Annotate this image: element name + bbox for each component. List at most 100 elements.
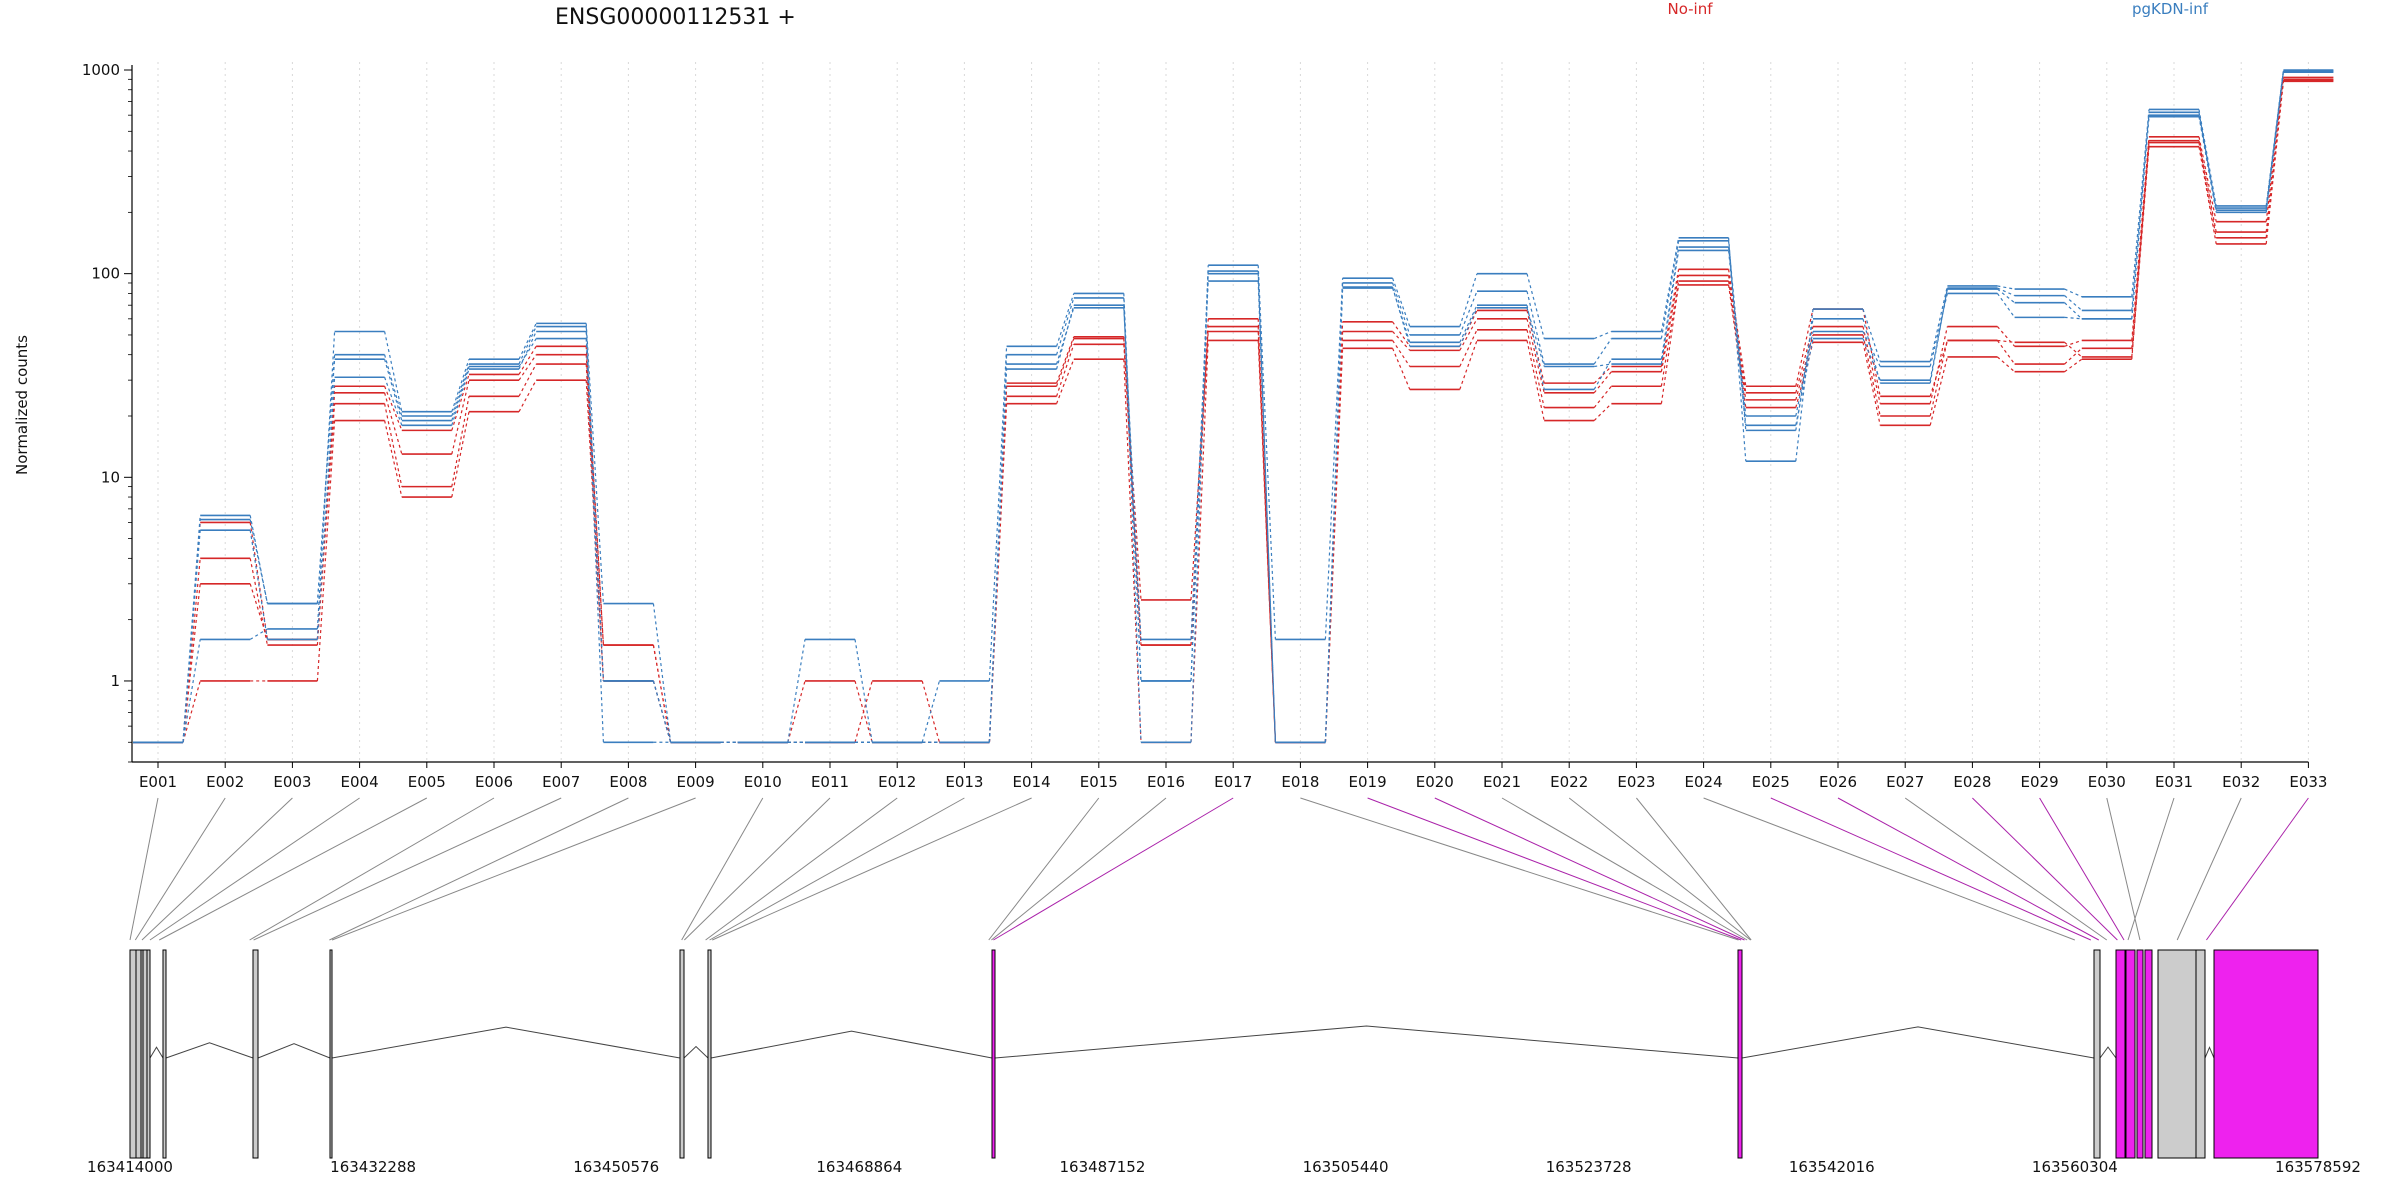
axes-layer: E001 E002 E003 E004 E005 E006 E007 E008 E009 E010… — [82, 61, 2328, 791]
series-connector — [921, 680, 940, 743]
series-connector — [585, 346, 604, 646]
series-connector — [1660, 284, 1680, 404]
x-tick-label-e007: E007 — [542, 773, 580, 791]
series-connector — [451, 380, 470, 455]
series-connector — [1459, 329, 1478, 367]
series-connector — [1929, 340, 1948, 417]
exon-block-3 — [146, 949, 151, 1159]
series-connector — [1795, 334, 1814, 401]
series-connector — [988, 383, 1008, 743]
series-connector — [2131, 109, 2150, 297]
series-connector — [1056, 305, 1075, 370]
gene-model: 163414000 163432288 163450576 163468864 1634… — [87, 949, 2361, 1176]
x-tick-label-e024: E024 — [1685, 773, 1723, 791]
series-connector — [2131, 136, 2150, 341]
series-connector — [1660, 247, 1680, 360]
y-tick-label-2: 100 — [91, 265, 120, 283]
series-connector — [1996, 293, 2016, 318]
series-connector — [1997, 356, 2015, 373]
series-connector — [249, 583, 268, 640]
exon-block-9 — [991, 949, 996, 1159]
series-connector — [1593, 366, 1612, 384]
exon-connector-e017 — [993, 797, 1234, 941]
x-tick-label-e001: E001 — [139, 773, 177, 791]
exon-connector-e027 — [1904, 797, 2108, 941]
series-connector — [384, 359, 403, 421]
series-connector — [1660, 240, 1680, 339]
series-connector — [1660, 237, 1680, 332]
series-connector — [1459, 307, 1478, 347]
exon-connector-e030 — [2106, 797, 2141, 941]
x-tick-label-e010: E010 — [744, 773, 782, 791]
series-connector — [1190, 273, 1209, 681]
y-tick-label-0: 1 — [110, 672, 120, 690]
series-connector — [1056, 297, 1075, 355]
series-connector — [1593, 403, 1612, 421]
exon-block-17 — [2195, 949, 2206, 1159]
series-connector — [2265, 77, 2284, 222]
series-connector — [585, 323, 604, 604]
exon-connector-e016 — [991, 797, 1167, 941]
intron-4 — [683, 1045, 709, 1059]
series-connector — [1392, 287, 1411, 343]
series-connector — [182, 558, 201, 743]
series-connector — [249, 515, 268, 604]
x-tick-label-e006: E006 — [475, 773, 513, 791]
series-connector — [1526, 318, 1545, 393]
series-connector — [1257, 265, 1276, 640]
series-connector — [2198, 112, 2217, 211]
genomic-coordinate-label-7: 163542016 — [1789, 1158, 1875, 1176]
genomic-coordinate-label-2: 163450576 — [573, 1158, 659, 1176]
series-connector — [384, 392, 403, 455]
series-connector — [518, 331, 537, 370]
series-connector — [1660, 280, 1680, 387]
series-connector — [1257, 318, 1276, 743]
series-connector — [988, 369, 1008, 743]
exon-connector-e002 — [134, 797, 226, 941]
exon-connector-e019 — [1367, 797, 1742, 941]
x-tick-label-e030: E030 — [2088, 773, 2126, 791]
exon-block-6 — [329, 949, 333, 1159]
exon-block-8 — [707, 949, 712, 1159]
series-connector — [1996, 340, 2016, 365]
x-tick-label-e014: E014 — [1013, 773, 1051, 791]
exon-block-13 — [2125, 949, 2136, 1159]
exon-connector-e029 — [2039, 797, 2125, 941]
exon-block-14 — [2136, 949, 2144, 1159]
series-connector — [2064, 339, 2082, 347]
series-pgkdn-inf-7 — [133, 70, 2334, 744]
series-connector — [451, 411, 470, 498]
y-axis-label: Normalized counts — [13, 335, 31, 475]
series-connector — [652, 603, 672, 743]
series-connector — [2198, 136, 2217, 222]
series-connector — [1459, 273, 1478, 327]
series-connector — [1728, 247, 1747, 417]
y-tick-label-3: 1000 — [82, 61, 120, 79]
x-tick-label-e022: E022 — [1550, 773, 1588, 791]
series-connector — [1795, 308, 1814, 387]
series-connector — [1929, 285, 1948, 362]
series-connector — [182, 583, 201, 743]
series-connector — [854, 639, 873, 743]
x-tick-label-e008: E008 — [609, 773, 647, 791]
intron-9 — [2204, 1046, 2215, 1059]
exon-connector-e004 — [149, 797, 360, 941]
intron-3 — [331, 1026, 681, 1059]
series-connector — [384, 386, 403, 431]
exon-connector-e006 — [249, 797, 495, 941]
x-tick-label-e033: E033 — [2289, 773, 2327, 791]
intron-5 — [710, 1030, 993, 1059]
exon-connector-e018 — [1300, 797, 1739, 941]
exon-connector-e020 — [1434, 797, 1745, 941]
series-connector — [1392, 348, 1411, 390]
series-connector — [1593, 371, 1612, 394]
exon-connector-e021 — [1501, 797, 1748, 941]
series-connector — [1392, 282, 1411, 336]
series-connector — [1526, 307, 1545, 367]
series-connector — [1459, 304, 1478, 343]
genomic-coordinate-label-6: 163523728 — [1546, 1158, 1632, 1176]
x-tick-label-e025: E025 — [1752, 773, 1790, 791]
series-connector — [1324, 348, 1344, 743]
series-connector — [1257, 273, 1276, 743]
